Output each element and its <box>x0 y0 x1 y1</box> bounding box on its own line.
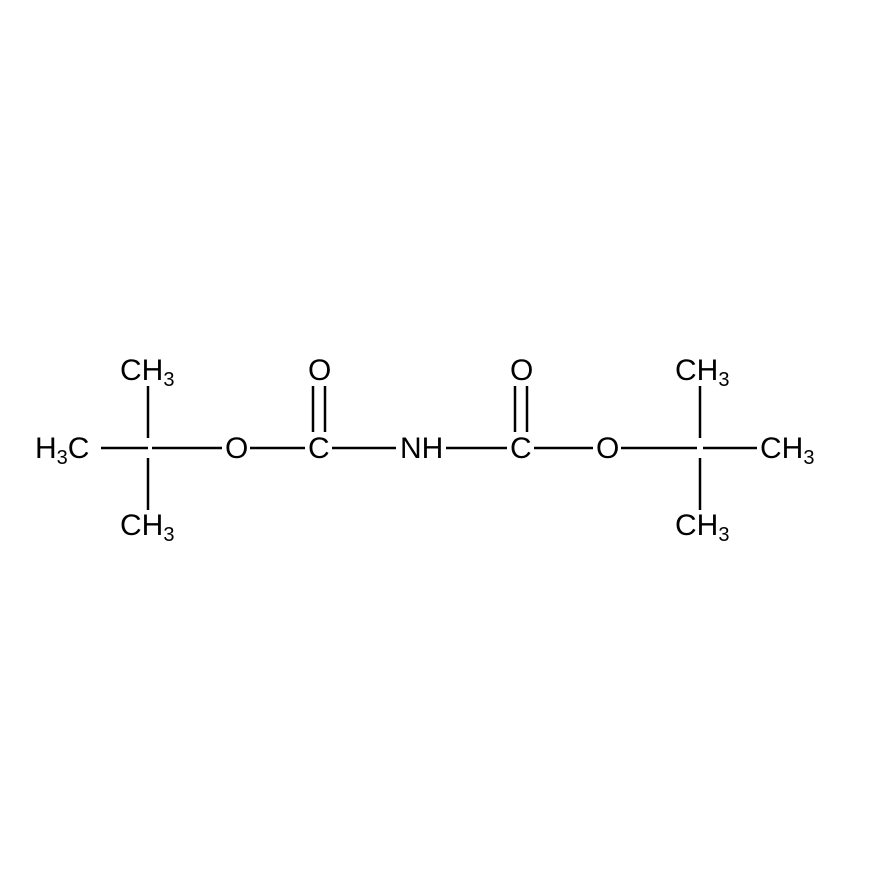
label-ch3-top-right: CH3 <box>675 354 729 391</box>
label-nh: NH <box>400 432 443 465</box>
label-ch3-top-left: CH3 <box>120 354 174 391</box>
label-o-carbonyl-left: O <box>308 354 331 387</box>
label-o-ether-left: O <box>225 432 248 465</box>
label-c-carbonyl-right: C <box>510 432 532 465</box>
label-ch3-bot-right: CH3 <box>675 509 729 546</box>
molecule-diagram: H3C CH3 CH3 O C O NH C O O CH3 CH3 CH3 <box>0 0 890 890</box>
label-ch3-right: CH3 <box>760 432 814 469</box>
label-o-ether-right: O <box>596 432 619 465</box>
label-c-carbonyl-left: C <box>308 432 330 465</box>
label-h3c-left: H3C <box>35 432 89 469</box>
label-o-carbonyl-right: O <box>510 354 533 387</box>
label-ch3-bot-left: CH3 <box>120 509 174 546</box>
